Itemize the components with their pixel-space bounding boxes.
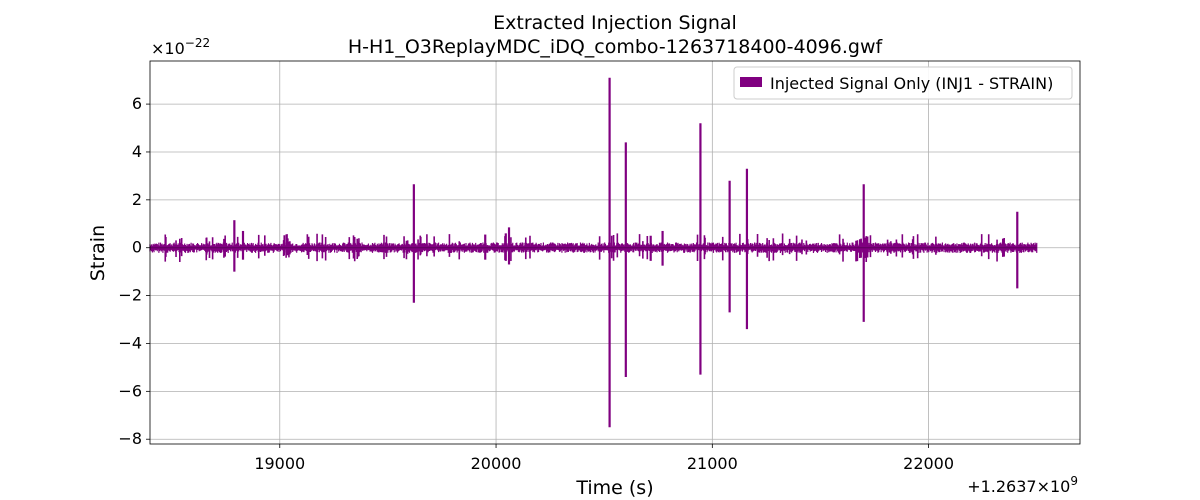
series-injected-signal (149, 77, 1038, 428)
y-tick-label: 6 (132, 94, 142, 113)
chart-subtitle: H-H1_O3ReplayMDC_iDQ_combo-1263718400-40… (348, 36, 884, 58)
legend: Injected Signal Only (INJ1 - STRAIN) (733, 66, 1073, 100)
y-scale-exponent: −22 (185, 36, 210, 50)
x-tick-label: 21000 (687, 454, 738, 473)
y-tick-label: −8 (118, 429, 142, 448)
chart-title: Extracted Injection Signal (493, 12, 737, 34)
y-tick-label: −2 (118, 286, 142, 305)
y-axis-label: Strain (87, 225, 109, 281)
x-offset-base: +1.2637×10 (967, 477, 1070, 496)
x-tick-label: 19000 (254, 454, 305, 473)
x-tick-label: 22000 (903, 454, 954, 473)
x-axis-label: Time (s) (575, 477, 653, 499)
x-axis: 19000 20000 21000 22000 (254, 444, 954, 473)
y-tick-label: −4 (118, 333, 142, 352)
y-scale-factor: ×10−22 (151, 36, 210, 58)
legend-box (733, 66, 1073, 100)
x-offset-factor: +1.2637×109 (967, 474, 1078, 496)
plot-frame (149, 60, 1081, 445)
x-offset-exponent: 9 (1070, 474, 1078, 488)
y-axis: −8 −6 −4 −2 0 2 4 6 (118, 94, 150, 448)
x-tick-label: 20000 (471, 454, 522, 473)
y-tick-label: 0 (132, 238, 142, 257)
y-tick-label: −6 (118, 381, 142, 400)
y-scale-base: ×10 (151, 39, 185, 58)
legend-entry: Injected Signal Only (INJ1 - STRAIN) (770, 74, 1053, 93)
y-tick-label: 2 (132, 190, 142, 209)
y-tick-label: 4 (132, 142, 142, 161)
legend-swatch (740, 77, 762, 87)
